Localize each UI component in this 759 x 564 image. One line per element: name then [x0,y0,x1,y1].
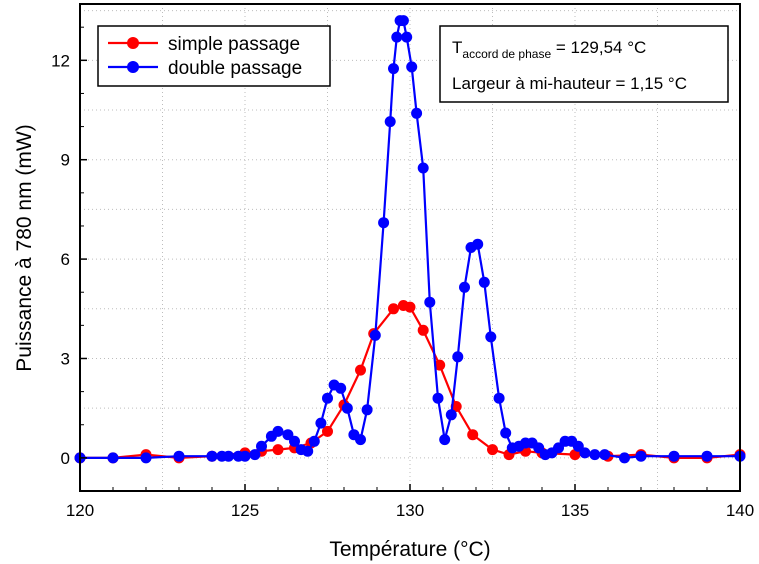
data-point [289,435,300,447]
data-point [206,450,218,462]
data-point [445,409,457,421]
data-point [140,452,152,464]
data-point [487,444,498,456]
data-point [635,450,647,462]
y-tick-label: 0 [61,449,70,468]
data-point [322,392,333,404]
y-tick-label: 12 [51,51,70,70]
data-point [500,427,512,439]
x-tick-label: 120 [66,501,94,520]
legend-label: simple passage [168,34,300,55]
annotation-t-subscript: accord de phase [462,47,551,61]
legend-entries: simple passage double passage [108,34,302,79]
data-point [302,445,314,457]
data-point [388,63,399,75]
data-point [569,449,581,461]
tick-layer: 120 125 130 135 140 0 3 6 9 12 [51,26,754,520]
data-point [417,162,429,174]
data-point [341,402,353,414]
data-point [432,392,444,404]
data-point [355,364,366,376]
legend-label: double passage [168,58,302,79]
data-point [369,329,381,341]
data-point [406,61,418,73]
y-axis-title: Puissance à 780 nm (mW) [13,124,36,371]
annotation-t-value: = 129,54 °C [551,38,646,57]
legend-swatch-marker [127,37,139,49]
data-point [173,450,185,462]
data-point [533,442,545,454]
annotation-t-symbol: T [452,38,462,57]
data-point [619,452,630,464]
data-point [668,450,680,462]
data-point [424,296,436,308]
legend: simple passage double passage [97,25,331,87]
data-point [239,450,251,462]
data-point [589,449,601,461]
x-tick-label: 140 [726,501,754,520]
data-point [452,351,464,363]
data-point [478,276,490,288]
x-axis-title: Température (°C) [329,538,490,561]
data-point [493,392,505,404]
annotation-fwhm: Largeur à mi-hauteur = 1,15 °C [452,74,687,93]
data-point [459,281,470,293]
legend-swatch-marker [127,61,139,73]
data-point [384,116,396,128]
data-point [579,447,591,459]
data-point [256,440,267,452]
data-point [308,435,320,447]
data-point [335,382,347,394]
data-point [401,31,413,43]
legend-box [97,25,331,87]
data-point [388,303,399,315]
data-point [467,429,479,441]
data-point [223,450,234,462]
data-point [272,425,284,437]
data-point [397,15,409,27]
data-point [599,449,611,461]
y-tick-label: 3 [61,349,70,368]
data-point [107,452,119,464]
data-point [404,301,416,313]
annotation-frame [439,25,729,103]
data-point [249,449,261,461]
data-point [322,425,333,437]
data-point [701,450,713,462]
data-point [378,217,390,229]
y-tick-label: 9 [61,151,70,170]
data-point [472,238,484,250]
data-point [434,359,446,371]
annotation-box: Taccord de phase = 129,54 °C Largeur à m… [439,25,729,103]
data-point [272,444,284,456]
y-tick-label: 6 [61,250,70,269]
data-point [361,404,373,416]
data-point [315,417,327,429]
x-tick-label: 135 [561,501,589,520]
data-point [485,331,497,343]
data-point [391,31,403,43]
x-tick-label: 130 [396,501,424,520]
annotation-phase-temp: Taccord de phase = 129,54 °C [452,38,646,61]
data-point [355,434,366,446]
data-point [417,324,429,336]
series-2 [74,15,746,464]
series-layer [74,15,746,464]
x-tick-label: 125 [231,501,259,520]
data-point [439,434,451,446]
data-point [411,107,423,119]
